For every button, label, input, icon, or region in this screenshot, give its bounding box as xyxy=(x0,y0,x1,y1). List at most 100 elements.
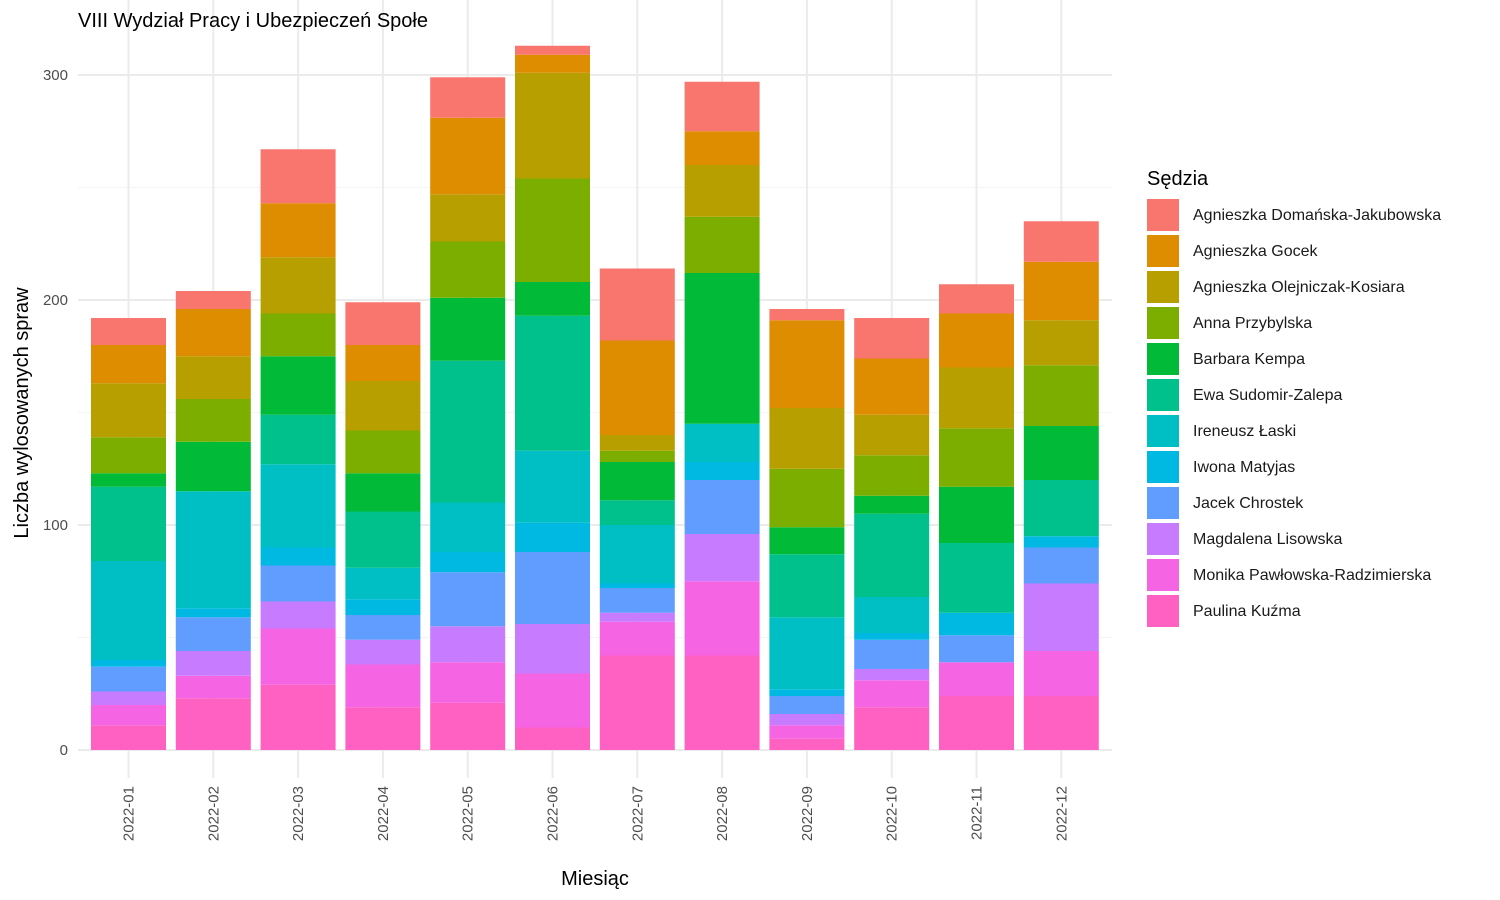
bar-segment xyxy=(599,500,675,525)
bar-segment xyxy=(175,698,251,750)
bar-segment xyxy=(515,624,590,674)
legend-label: Barbara Kempa xyxy=(1193,351,1305,368)
x-tick-label: 2022-07 xyxy=(629,786,646,841)
legend-label: Ewa Sudomir-Zalepa xyxy=(1193,387,1343,404)
y-tick-label: 0 xyxy=(60,742,68,759)
legend-label: Agnieszka Olejniczak-Kosiara xyxy=(1193,279,1405,296)
legend-label: Magdalena Lisowska xyxy=(1193,531,1343,548)
legend-label: Paulina Kuźma xyxy=(1193,603,1301,620)
legend-label: Agnieszka Domańska-Jakubowska xyxy=(1193,207,1441,224)
x-axis-title: Miesiąc xyxy=(561,868,629,890)
bar-segment xyxy=(91,383,166,438)
bar-segment xyxy=(769,738,845,750)
bar-stack xyxy=(260,149,336,750)
bar-segment xyxy=(854,597,930,633)
bar-segment xyxy=(1023,480,1099,537)
bar-segment xyxy=(599,655,675,750)
bar-segment xyxy=(1023,583,1099,651)
bar-segment xyxy=(91,437,166,474)
y-tick-label: 200 xyxy=(43,292,68,309)
chart-title: VIII Wydział Pracy i Ubezpieczeń Społe xyxy=(78,10,428,32)
bar-segment xyxy=(430,626,506,663)
bar-stack xyxy=(769,309,845,750)
bar-segment xyxy=(91,345,166,384)
bar-stack xyxy=(684,81,760,750)
bar-segment xyxy=(854,495,930,514)
bar-stack xyxy=(599,268,675,750)
legend-label: Iwona Matyjas xyxy=(1193,459,1295,476)
bar-segment xyxy=(91,473,166,487)
bar-segment xyxy=(599,268,675,341)
legend-swatch xyxy=(1147,451,1179,483)
bar-segment xyxy=(599,583,675,588)
bar-stack xyxy=(91,318,166,750)
x-tick-label: 2022-09 xyxy=(799,786,816,841)
bar-segment xyxy=(175,491,251,609)
legend-swatch xyxy=(1147,487,1179,519)
legend-swatch xyxy=(1147,415,1179,447)
bar-segment xyxy=(769,725,845,739)
y-axis-title: Liczba wylosowanych spraw xyxy=(11,287,33,539)
bar-segment xyxy=(684,655,760,750)
legend-swatch xyxy=(1147,379,1179,411)
bar-segment xyxy=(769,617,845,690)
bar-segment xyxy=(854,513,930,597)
bar-segment xyxy=(939,696,1014,750)
bar-segment xyxy=(854,358,930,415)
bar-segment xyxy=(854,633,930,640)
bar-segment xyxy=(1023,696,1099,750)
bar-segment xyxy=(854,318,930,359)
legend-label: Agnieszka Gocek xyxy=(1193,243,1319,260)
bar-segment xyxy=(599,450,675,462)
bar-segment xyxy=(430,552,506,573)
bar-segment xyxy=(260,684,336,750)
bar-segment xyxy=(854,639,930,669)
x-axis-ticks: 2022-01 2022-02 2022-03 2022-04 2022-05 2022-… xyxy=(121,786,1071,841)
bar-segment xyxy=(260,601,336,629)
legend: Sędzia Agnieszka Domańska-Jakubowska Agni… xyxy=(1147,168,1441,627)
bar-segment xyxy=(939,486,1014,543)
bar-segment xyxy=(769,468,845,528)
y-axis-ticks: 0 100 200 300 xyxy=(43,67,68,759)
bar-segment xyxy=(430,360,506,503)
bar-segment xyxy=(684,423,760,462)
bar-segment xyxy=(175,291,251,309)
bar-segment xyxy=(345,511,421,568)
legend-swatch xyxy=(1147,199,1179,231)
bar-segment xyxy=(939,662,1014,696)
bar-stack xyxy=(854,318,930,750)
bar-segment xyxy=(345,302,421,345)
bar-segment xyxy=(769,696,845,714)
bar-segment xyxy=(175,356,251,399)
x-tick-label: 2022-04 xyxy=(375,786,392,841)
bar-segment xyxy=(430,502,506,552)
bar-segment xyxy=(599,621,675,656)
bar-segment xyxy=(91,660,166,667)
bar-stack xyxy=(345,302,421,750)
bar-segment xyxy=(430,241,506,298)
bar-segment xyxy=(769,714,845,726)
bar-segment xyxy=(430,194,506,242)
bar-segment xyxy=(1023,261,1099,321)
x-tick-label: 2022-02 xyxy=(205,786,222,841)
bar-segment xyxy=(599,462,675,501)
bar-segment xyxy=(599,435,675,451)
bar-segment xyxy=(345,599,421,615)
bar-segment xyxy=(515,45,590,55)
bar-segment xyxy=(939,428,1014,487)
legend-label: Ireneusz Łaski xyxy=(1193,423,1296,440)
bar-segment xyxy=(939,313,1014,368)
x-tick-label: 2022-11 xyxy=(969,786,986,840)
bar-segment xyxy=(91,725,166,750)
bar-segment xyxy=(939,284,1014,314)
bar-segment xyxy=(430,117,506,195)
bar-segment xyxy=(345,639,421,665)
bars-layer xyxy=(91,45,1099,750)
bar-segment xyxy=(430,702,506,750)
bar-segment xyxy=(175,608,251,618)
bar-segment xyxy=(769,320,845,408)
bar-segment xyxy=(854,707,930,750)
bar-segment xyxy=(1023,320,1099,366)
bar-segment xyxy=(684,165,760,217)
